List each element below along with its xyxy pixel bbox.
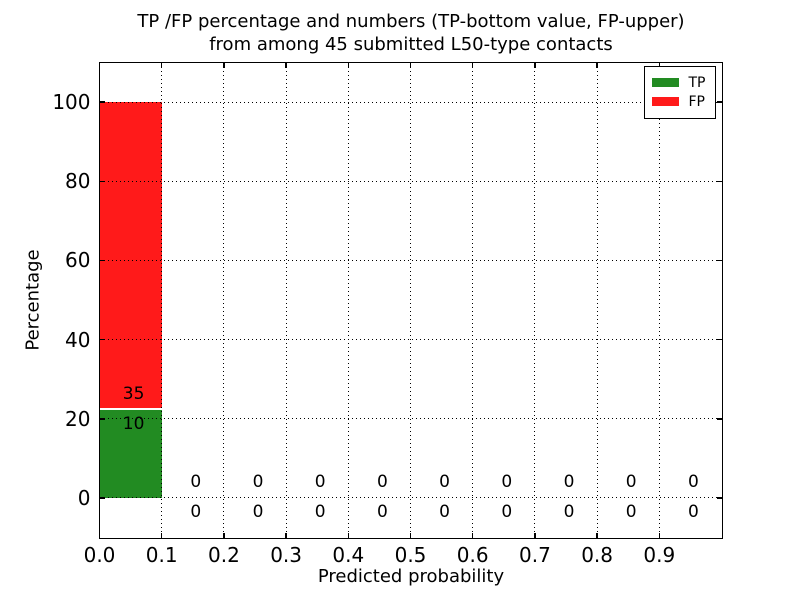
tp-count-label: 0: [439, 501, 450, 522]
fp-count-label: 0: [563, 471, 575, 492]
legend-label-fp: FP: [688, 93, 706, 110]
fp-count-label: 0: [252, 471, 264, 492]
tp-swatch-icon: [651, 78, 679, 87]
x-tick-top: [409, 62, 412, 68]
grid-line-x-0.1: [161, 62, 163, 538]
tp-count-label: 0: [687, 501, 699, 522]
tp-count-label: 0: [376, 501, 388, 522]
y-tick-label: 80: [65, 169, 91, 194]
x-tick-bottom: [98, 532, 101, 538]
legend: TP FP: [643, 65, 716, 119]
tp-count-label: 0: [501, 501, 513, 522]
y-tick-left: [99, 180, 105, 182]
y-tick-left: [99, 101, 105, 103]
y-tick-right: [716, 418, 722, 420]
grid-line-x-0.3: [285, 62, 287, 538]
plot-area: TP FP 0 20 40 60 80 100 0.0 0.1 0.2 0.3 0.4 0.5 0.6 0…: [52, 61, 723, 566]
x-tick-top: [534, 62, 536, 68]
x-tick-label: 0.9: [643, 542, 676, 567]
bar-tp-segment: [99, 409, 162, 498]
fp-count-label: 35: [122, 383, 145, 404]
y-tick-right: [716, 338, 722, 341]
grid-line-x-0.5: [410, 62, 411, 538]
grid-line-x-0.9: [658, 62, 660, 538]
fp-count-label: 0: [314, 471, 326, 492]
x-tick-top: [471, 62, 474, 68]
x-tick-top: [223, 62, 225, 68]
x-tick-bottom: [596, 532, 598, 538]
x-tick-top: [160, 62, 163, 68]
bar-fp-segment: [99, 102, 162, 408]
x-tick-label: 0.8: [581, 542, 613, 567]
chart-title-line1: TP /FP percentage and numbers (TP-bottom…: [137, 11, 685, 32]
x-tick-label: 0.6: [456, 542, 489, 567]
x-tick-top: [347, 62, 350, 68]
tp-count-label: 0: [252, 501, 264, 522]
x-tick-label: 0.4: [332, 542, 365, 567]
fp-count-label: 0: [501, 471, 513, 492]
x-tick-label: 0.7: [518, 542, 551, 567]
y-tick-label: 60: [65, 248, 91, 273]
x-tick-bottom: [471, 532, 474, 538]
x-tick-bottom: [285, 532, 287, 538]
x-tick-top: [658, 62, 661, 68]
tp-count-label: 10: [122, 413, 145, 434]
x-tick-label: 0.3: [270, 542, 302, 567]
x-tick-top: [285, 62, 287, 68]
y-tick-left: [99, 338, 105, 341]
y-tick-label: 20: [65, 406, 91, 431]
y-tick-right: [716, 101, 722, 103]
x-tick-bottom: [223, 532, 225, 538]
x-tick-bottom: [160, 532, 163, 538]
fp-count-label: 0: [376, 471, 388, 492]
chart-title-line2: from among 45 submitted L50-type contact…: [209, 34, 613, 55]
x-axis-label: Predicted probability: [317, 566, 505, 587]
x-tick-label: 0.1: [145, 542, 178, 567]
x-tick-label: 0.0: [83, 542, 116, 567]
x-tick-label: 0.5: [394, 542, 427, 567]
x-tick-bottom: [409, 532, 412, 538]
y-tick-left: [99, 418, 105, 420]
legend-label-tp: TP: [688, 74, 706, 91]
tp-count-label: 0: [314, 501, 326, 522]
y-tick-left: [99, 497, 105, 499]
tp-count-label: 0: [625, 501, 637, 522]
x-tick-top: [596, 62, 598, 68]
grid-line-x-0.7: [534, 62, 536, 538]
tp-count-label: 0: [190, 501, 202, 522]
y-tick-label: 40: [65, 327, 91, 352]
x-tick-bottom: [347, 532, 350, 538]
grid-line-x-0.2: [223, 62, 225, 538]
legend-item-fp: FP: [651, 93, 706, 110]
y-tick-right: [716, 259, 722, 262]
grid-line-x-0.4: [347, 62, 349, 538]
chart-title: TP /FP percentage and numbers (TP-bottom…: [100, 10, 722, 56]
grid-line-x-0.8: [596, 62, 598, 538]
y-tick-right: [716, 180, 722, 182]
y-tick-left: [99, 259, 105, 262]
legend-item-tp: TP: [651, 74, 706, 91]
y-tick-label: 0: [77, 485, 91, 510]
y-tick-label: 100: [52, 90, 91, 115]
fp-count-label: 0: [625, 471, 637, 492]
fp-count-label: 0: [190, 471, 202, 492]
x-tick-top: [98, 62, 101, 68]
fp-swatch-icon: [651, 97, 679, 106]
y-tick-right: [716, 497, 722, 499]
fp-count-label: 0: [687, 471, 699, 492]
tp-count-label: 0: [563, 501, 575, 522]
x-tick-bottom: [658, 532, 661, 538]
fp-count-label: 0: [439, 471, 450, 492]
x-tick-label: 0.2: [207, 542, 240, 567]
x-tick-bottom: [534, 532, 536, 538]
grid-line-x-0.6: [472, 62, 474, 538]
